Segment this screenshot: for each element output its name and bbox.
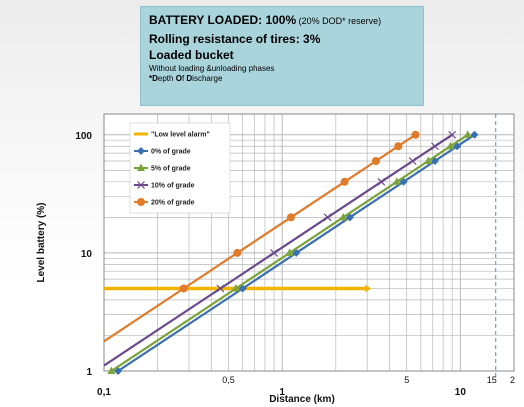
info-without-loading: Without loading &unloading phases xyxy=(149,64,275,73)
data-point-triangle xyxy=(446,141,455,150)
data-point-triangle xyxy=(137,163,145,171)
y-tick-label: 1 xyxy=(86,367,92,378)
info-battery-loaded-bold: BATTERY LOADED: 100% xyxy=(149,13,297,27)
data-point-x-stroke xyxy=(323,213,332,222)
legend-label: 5% of grade xyxy=(151,166,191,173)
info-loaded-bucket: Loaded bucket xyxy=(149,48,234,62)
legend-label: "Low level alarm" xyxy=(151,132,210,139)
series-line-grade10 xyxy=(104,133,453,367)
data-point-circle xyxy=(233,248,242,257)
series-grade5 xyxy=(107,130,472,374)
y-tick-label: 10 xyxy=(81,249,93,260)
legend-entry-grade0: 0% of grade xyxy=(134,147,191,156)
info-dod-footnote: *Depth Of Discharge xyxy=(149,74,223,83)
data-point-circle xyxy=(137,198,145,206)
data-point-x xyxy=(137,181,145,189)
data-point-circle xyxy=(179,284,188,293)
data-point-x xyxy=(377,177,386,186)
data-point-triangle xyxy=(285,248,294,256)
data-point-triangle xyxy=(339,212,348,221)
x-tick-label: 15 xyxy=(487,375,497,385)
data-point-x xyxy=(448,130,457,139)
data-point-x xyxy=(408,157,417,165)
data-point-circle xyxy=(394,142,403,151)
data-point-triangle xyxy=(231,283,240,292)
data-point-circle xyxy=(411,130,420,139)
x-tick-label: 0,1 xyxy=(97,387,111,398)
data-point-x-stroke xyxy=(377,177,386,186)
data-point-triangle xyxy=(463,130,472,138)
legend-entry-grade10: 10% of grade xyxy=(134,181,195,190)
data-point-triangle xyxy=(107,366,116,374)
series-grade10 xyxy=(104,130,457,367)
plot-frame xyxy=(103,113,515,372)
series-line-alarm-arrow xyxy=(365,284,372,293)
y-axis-title: Level battery (%) xyxy=(36,202,47,282)
data-point-x xyxy=(323,213,332,222)
legend-entry-grade5: 5% of grade xyxy=(134,163,191,173)
series-line-grade20 xyxy=(104,133,417,343)
legend: "Low level alarm" 0% of grade 5% of grade 1… xyxy=(129,122,231,214)
data-point-x xyxy=(270,248,278,257)
x-tick-label: 5 xyxy=(404,375,409,385)
data-point-diamond xyxy=(470,130,479,139)
data-point-x-stroke xyxy=(137,181,145,189)
x-tick-label: 2 xyxy=(510,375,515,385)
y-tick-label: 100 xyxy=(75,131,92,142)
data-point-x-stroke xyxy=(408,157,417,165)
legend-label: 10% of grade xyxy=(151,183,195,190)
info-battery-loaded: BATTERY LOADED: 100% (20% DOD* reserve) xyxy=(149,13,415,28)
data-point-circle xyxy=(286,213,295,222)
data-point-circle xyxy=(340,177,349,186)
info-box: BATTERY LOADED: 100% (20% DOD* reserve) … xyxy=(140,6,424,106)
series-grade20 xyxy=(104,130,420,343)
x-tick-label: 10 xyxy=(455,387,467,398)
series-layer xyxy=(104,130,479,375)
x-tick-label: 1 xyxy=(279,387,285,398)
legend-entry-alarm: "Low level alarm" xyxy=(134,132,210,139)
legend-label: 20% of grade xyxy=(151,200,195,207)
info-rolling-resistance: Rolling resistance of tires: 3% xyxy=(149,32,321,46)
data-point-triangle xyxy=(424,156,433,164)
legend-label: 0% of grade xyxy=(151,149,191,156)
data-point-triangle xyxy=(392,177,401,185)
data-point-x-stroke xyxy=(448,130,457,139)
data-point-diamond xyxy=(137,147,145,155)
data-point-x xyxy=(216,284,225,293)
x-axis-title: Distance (km) xyxy=(269,394,335,405)
info-battery-loaded-note: (20% DOD* reserve) xyxy=(296,16,382,26)
legend-entry-grade20: 20% of grade xyxy=(134,198,195,207)
data-point-x-stroke xyxy=(216,284,225,293)
data-point-x-stroke xyxy=(431,142,439,151)
data-point-x-stroke xyxy=(270,248,278,257)
data-point-x xyxy=(431,142,439,151)
x-tick-label: 0,5 xyxy=(222,375,235,385)
data-point-circle xyxy=(371,156,380,165)
